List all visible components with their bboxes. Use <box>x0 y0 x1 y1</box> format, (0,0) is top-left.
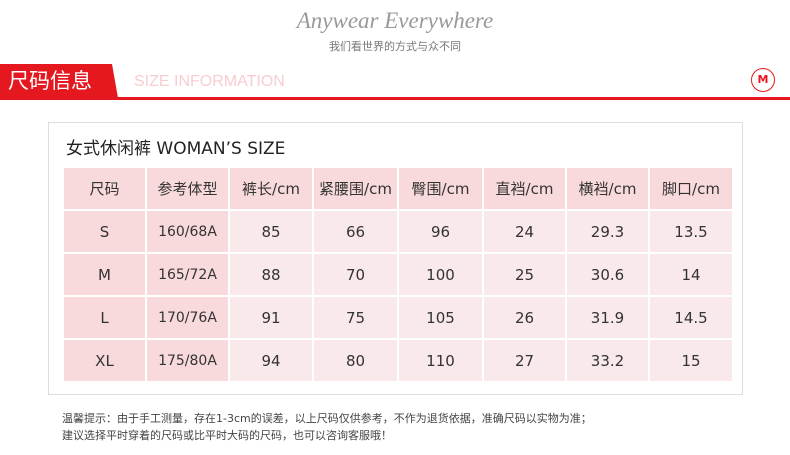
slogan: Anywear Everywhere <box>296 8 494 33</box>
table-cell: M <box>62 252 147 297</box>
divider <box>0 97 790 100</box>
table-cell: 160/68A <box>145 209 230 254</box>
table-cell: 110 <box>397 338 484 383</box>
table-cell: 85 <box>228 209 314 254</box>
table-row: L 170/76A 91 75 105 26 31.9 14.5 <box>62 295 734 340</box>
column-header: 脚口/cm <box>648 166 734 211</box>
section-english-title: SIZE INFORMATION <box>134 73 285 90</box>
column-header: 紧腰围/cm <box>312 166 399 211</box>
table-cell: 94 <box>228 338 314 383</box>
size-table: 尺码 参考体型 裤长/cm 紧腰围/cm 臀围/cm 直裆/cm 横裆/cm 脚… <box>62 166 734 383</box>
table-cell: 14 <box>648 252 734 297</box>
table-cell: 33.2 <box>565 338 650 383</box>
table-cell: 96 <box>397 209 484 254</box>
table-row: XL 175/80A 94 80 110 27 33.2 15 <box>62 338 734 383</box>
table-cell: 66 <box>312 209 399 254</box>
column-header: 尺码 <box>62 166 147 211</box>
table-cell: 70 <box>312 252 399 297</box>
brand-logo-icon: M <box>751 68 775 92</box>
table-row: S 160/68A 85 66 96 24 29.3 13.5 <box>62 209 734 254</box>
table-cell: 24 <box>482 209 567 254</box>
table-cell: 14.5 <box>648 295 734 340</box>
table-cell: 170/76A <box>145 295 230 340</box>
table-cell: 88 <box>228 252 314 297</box>
footer-note-line1: 温馨提示：由于手工测量，存在1-3cm的误差，以上尺码仅供参考，不作为退货依据，… <box>62 412 592 425</box>
table-header-row: 尺码 参考体型 裤长/cm 紧腰围/cm 臀围/cm 直裆/cm 横裆/cm 脚… <box>62 166 734 211</box>
table-cell: L <box>62 295 147 340</box>
table-row: M 165/72A 88 70 100 25 30.6 14 <box>62 252 734 297</box>
table-cell: 26 <box>482 295 567 340</box>
table-cell: 91 <box>228 295 314 340</box>
table-cell: 30.6 <box>565 252 650 297</box>
section-banner: 尺码信息 <box>0 64 118 98</box>
table-cell: XL <box>62 338 147 383</box>
table-cell: 25 <box>482 252 567 297</box>
table-cell: 100 <box>397 252 484 297</box>
footer-note-line2: 建议选择平时穿着的尺码或比平时大码的尺码，也可以咨询客服哦！ <box>62 429 392 442</box>
table-title: 女式休闲裤 WOMAN’S SIZE <box>66 139 286 159</box>
table-cell: 31.9 <box>565 295 650 340</box>
column-header: 臀围/cm <box>397 166 484 211</box>
table-cell: 75 <box>312 295 399 340</box>
table-cell: 165/72A <box>145 252 230 297</box>
column-header: 参考体型 <box>145 166 230 211</box>
table-cell: 80 <box>312 338 399 383</box>
column-header: 裤长/cm <box>228 166 314 211</box>
table-cell: 29.3 <box>565 209 650 254</box>
table-cell: 13.5 <box>648 209 734 254</box>
column-header: 直裆/cm <box>482 166 567 211</box>
column-header: 横裆/cm <box>565 166 650 211</box>
table-cell: 15 <box>648 338 734 383</box>
table-cell: 175/80A <box>145 338 230 383</box>
table-cell: 27 <box>482 338 567 383</box>
size-card <box>48 122 743 395</box>
subtitle: 我们看世界的方式与众不同 <box>329 40 461 53</box>
table-cell: 105 <box>397 295 484 340</box>
table-cell: S <box>62 209 147 254</box>
